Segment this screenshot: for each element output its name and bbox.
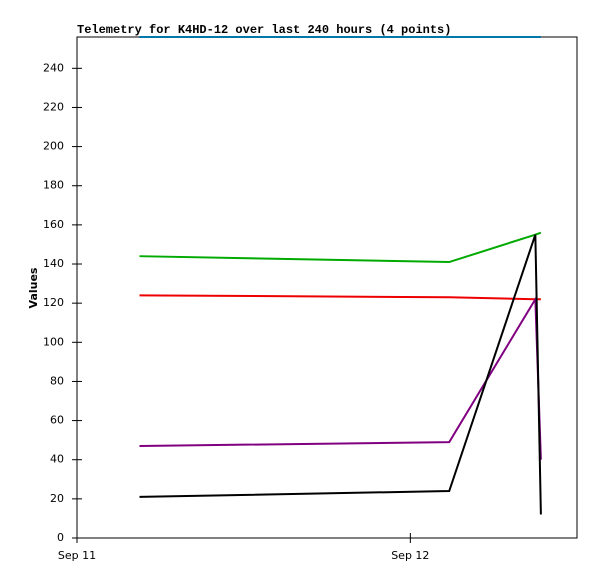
- series-line: [139, 294, 541, 301]
- y-tick-label: 100: [43, 335, 64, 348]
- series-line: [139, 295, 542, 460]
- y-tick-label: 180: [43, 179, 64, 192]
- plot-frame: [76, 36, 578, 539]
- y-tick-label: 20: [50, 492, 64, 505]
- y-tick-label: 0: [57, 531, 64, 544]
- y-tick-label: 60: [50, 414, 64, 427]
- series-line: [139, 231, 542, 264]
- chart-title: Telemetry for K4HD-12 over last 240 hour…: [77, 23, 451, 37]
- y-tick-label: 120: [43, 296, 64, 309]
- y-axis-label: Values: [27, 267, 40, 308]
- x-tick-label: Sep 12: [391, 549, 429, 562]
- y-tick-label: 240: [43, 61, 64, 74]
- y-tick-label: 80: [50, 374, 64, 387]
- y-tick-label: 200: [43, 140, 64, 153]
- series-line: [139, 234, 542, 515]
- y-tick-label: 160: [43, 218, 64, 231]
- y-tick-label: 140: [43, 257, 64, 270]
- x-tick-label: Sep 11: [58, 549, 96, 562]
- y-tick-label: 220: [43, 100, 64, 113]
- y-tick-label: 40: [50, 453, 64, 466]
